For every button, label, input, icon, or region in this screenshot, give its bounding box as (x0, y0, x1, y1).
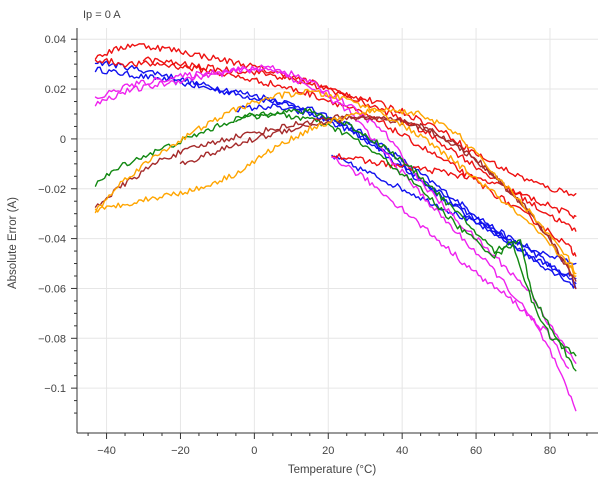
y-tick-label: −0.06 (38, 283, 66, 295)
y-tick-label: −0.08 (38, 333, 66, 345)
series-line-magenta (94, 64, 577, 364)
series-line-orange (94, 88, 577, 278)
x-tick-label: 40 (396, 445, 408, 457)
series-line-red (142, 56, 577, 197)
series-line-blue (94, 66, 577, 285)
y-tick-label: 0 (60, 134, 66, 146)
series-layer (94, 43, 577, 412)
x-tick-label: 60 (470, 445, 482, 457)
y-tick-label: −0.1 (44, 383, 66, 395)
series-line-red (331, 153, 577, 219)
y-axis-ticks: 0.04 0.02 0 −0.02 −0.04 −0.06 −0.08 −0.1 (38, 34, 77, 414)
x-tick-label: −40 (97, 445, 116, 457)
y-tick-label: −0.02 (38, 184, 66, 196)
x-axis-ticks: −40 −20 0 20 40 60 80 (87, 433, 588, 457)
grid-lines (77, 28, 598, 433)
series-line-magenta (331, 156, 570, 369)
y-tick-label: −0.04 (38, 234, 66, 246)
chart-title: Ip = 0 A (83, 9, 121, 21)
series-line-brown (179, 115, 577, 282)
series-line-blue (331, 154, 577, 265)
series-line-orange (94, 107, 577, 275)
series-line-blue (235, 103, 577, 290)
axes (76, 28, 598, 434)
y-axis-label: Absolute Error (A) (7, 197, 19, 289)
series-line-magenta (94, 65, 577, 412)
series-line-brown (94, 113, 577, 290)
series-line-green (235, 111, 577, 357)
x-tick-label: 80 (544, 445, 556, 457)
x-tick-label: −20 (171, 445, 190, 457)
y-tick-label: 0.02 (45, 84, 66, 96)
y-tick-label: 0.04 (45, 34, 66, 46)
series-line-red (94, 58, 577, 257)
x-axis-label: Temperature (°C) (288, 464, 376, 476)
x-tick-label: 0 (251, 445, 257, 457)
x-tick-label: 20 (322, 445, 334, 457)
